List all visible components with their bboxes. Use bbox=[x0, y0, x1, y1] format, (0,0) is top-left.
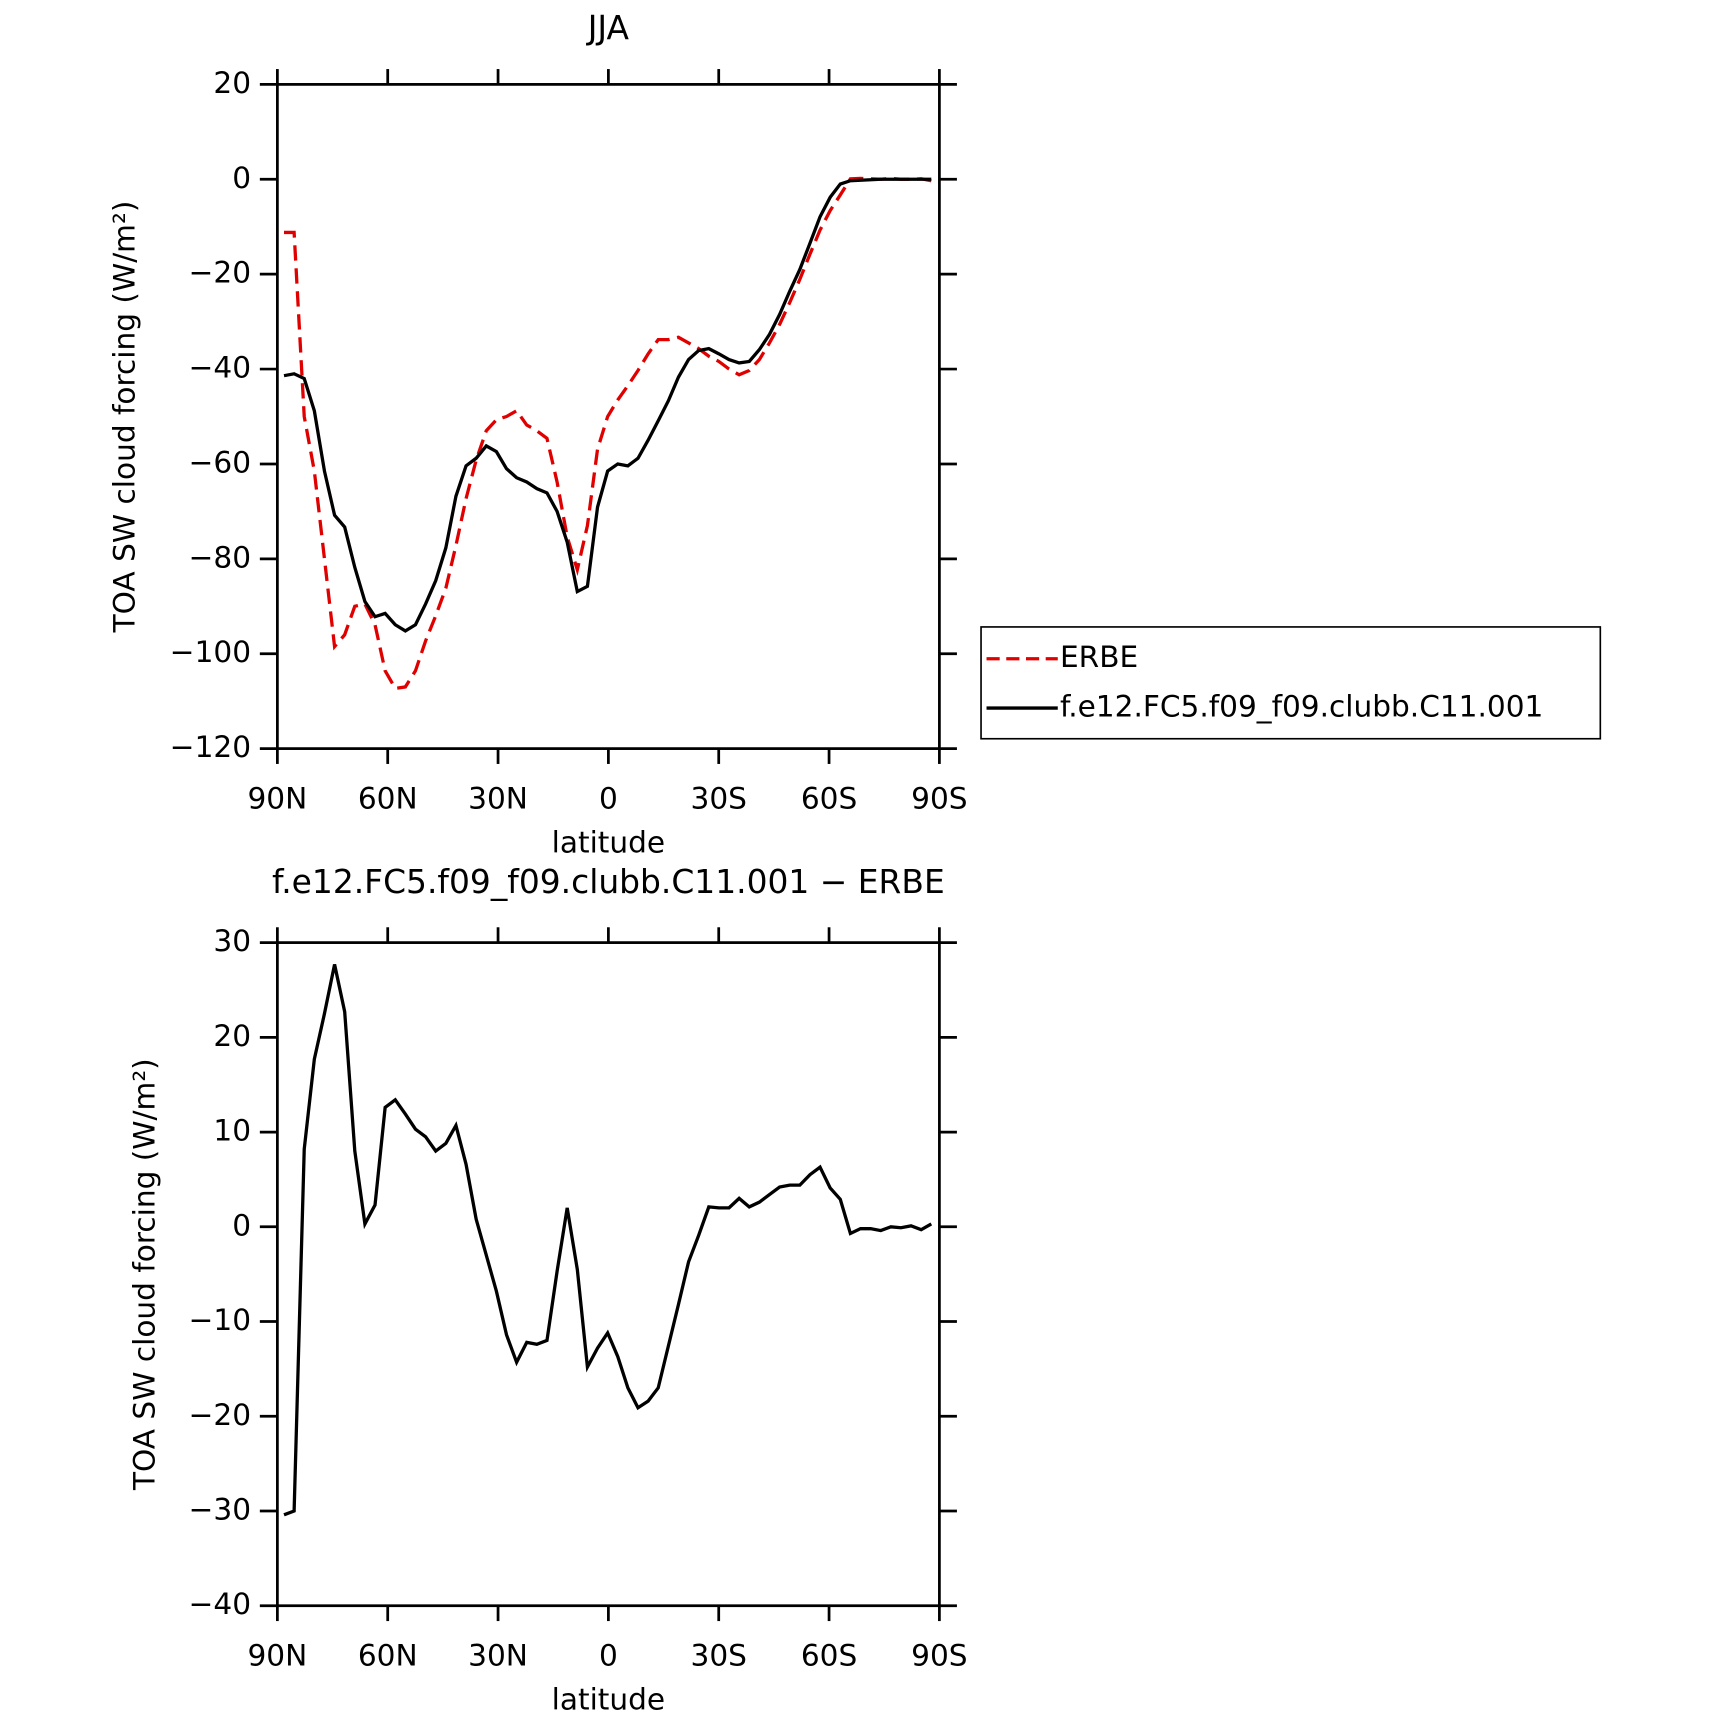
y-tick-label: 20 bbox=[213, 66, 251, 100]
x-tick-label: 60S bbox=[801, 1639, 857, 1673]
y-tick-label: −100 bbox=[170, 635, 251, 669]
data-line bbox=[283, 177, 932, 633]
y-tick-label: 20 bbox=[213, 1019, 251, 1053]
y-tick-label: 10 bbox=[213, 1114, 251, 1148]
x-tick-label: 0 bbox=[599, 1639, 618, 1673]
chart-title: f.e12.FC5.f09_f09.clubb.C11.001 − ERBE bbox=[272, 862, 945, 901]
x-tick-label: 30S bbox=[691, 782, 747, 816]
y-tick-label: −120 bbox=[170, 730, 251, 764]
y-tick-label: −20 bbox=[189, 256, 251, 290]
y-tick-label: −40 bbox=[189, 1587, 251, 1621]
y-tick-label: −80 bbox=[189, 540, 251, 574]
y-tick-label: −20 bbox=[189, 1398, 251, 1432]
chart-title: JJA bbox=[586, 8, 630, 47]
x-tick-label: 0 bbox=[599, 782, 618, 816]
x-tick-label: 90N bbox=[247, 782, 307, 816]
x-tick-label: 90S bbox=[911, 1639, 967, 1673]
plot-frame bbox=[276, 941, 941, 1608]
x-tick-label: 30S bbox=[691, 1639, 747, 1673]
x-tick-label: 30N bbox=[468, 1639, 528, 1673]
y-tick-label: 0 bbox=[232, 161, 251, 195]
y-tick-label: 30 bbox=[213, 924, 251, 958]
legend-box bbox=[980, 626, 1602, 740]
legend-label: f.e12.FC5.f09_f09.clubb.C11.001 bbox=[1060, 690, 1543, 724]
x-axis-label: latitude bbox=[552, 1683, 665, 1717]
data-line bbox=[283, 176, 932, 691]
x-axis-label: latitude bbox=[552, 825, 665, 859]
y-tick-label: −10 bbox=[189, 1303, 251, 1337]
y-axis-label: TOA SW cloud forcing (W/m²) bbox=[127, 1058, 161, 1491]
y-tick-label: −40 bbox=[189, 351, 251, 385]
data-line bbox=[283, 964, 933, 1517]
y-axis-label: TOA SW cloud forcing (W/m²) bbox=[108, 201, 142, 634]
y-tick-label: 0 bbox=[232, 1208, 251, 1242]
x-tick-label: 60N bbox=[358, 782, 418, 816]
y-tick-label: −30 bbox=[189, 1492, 251, 1526]
legend-label: ERBE bbox=[1060, 640, 1138, 674]
x-tick-label: 60S bbox=[801, 782, 857, 816]
x-tick-label: 60N bbox=[358, 1639, 418, 1673]
x-tick-label: 30N bbox=[468, 782, 528, 816]
x-tick-label: 90S bbox=[911, 782, 967, 816]
y-tick-label: −60 bbox=[189, 445, 251, 479]
plot-frame bbox=[276, 83, 941, 750]
x-tick-label: 90N bbox=[247, 1639, 307, 1673]
